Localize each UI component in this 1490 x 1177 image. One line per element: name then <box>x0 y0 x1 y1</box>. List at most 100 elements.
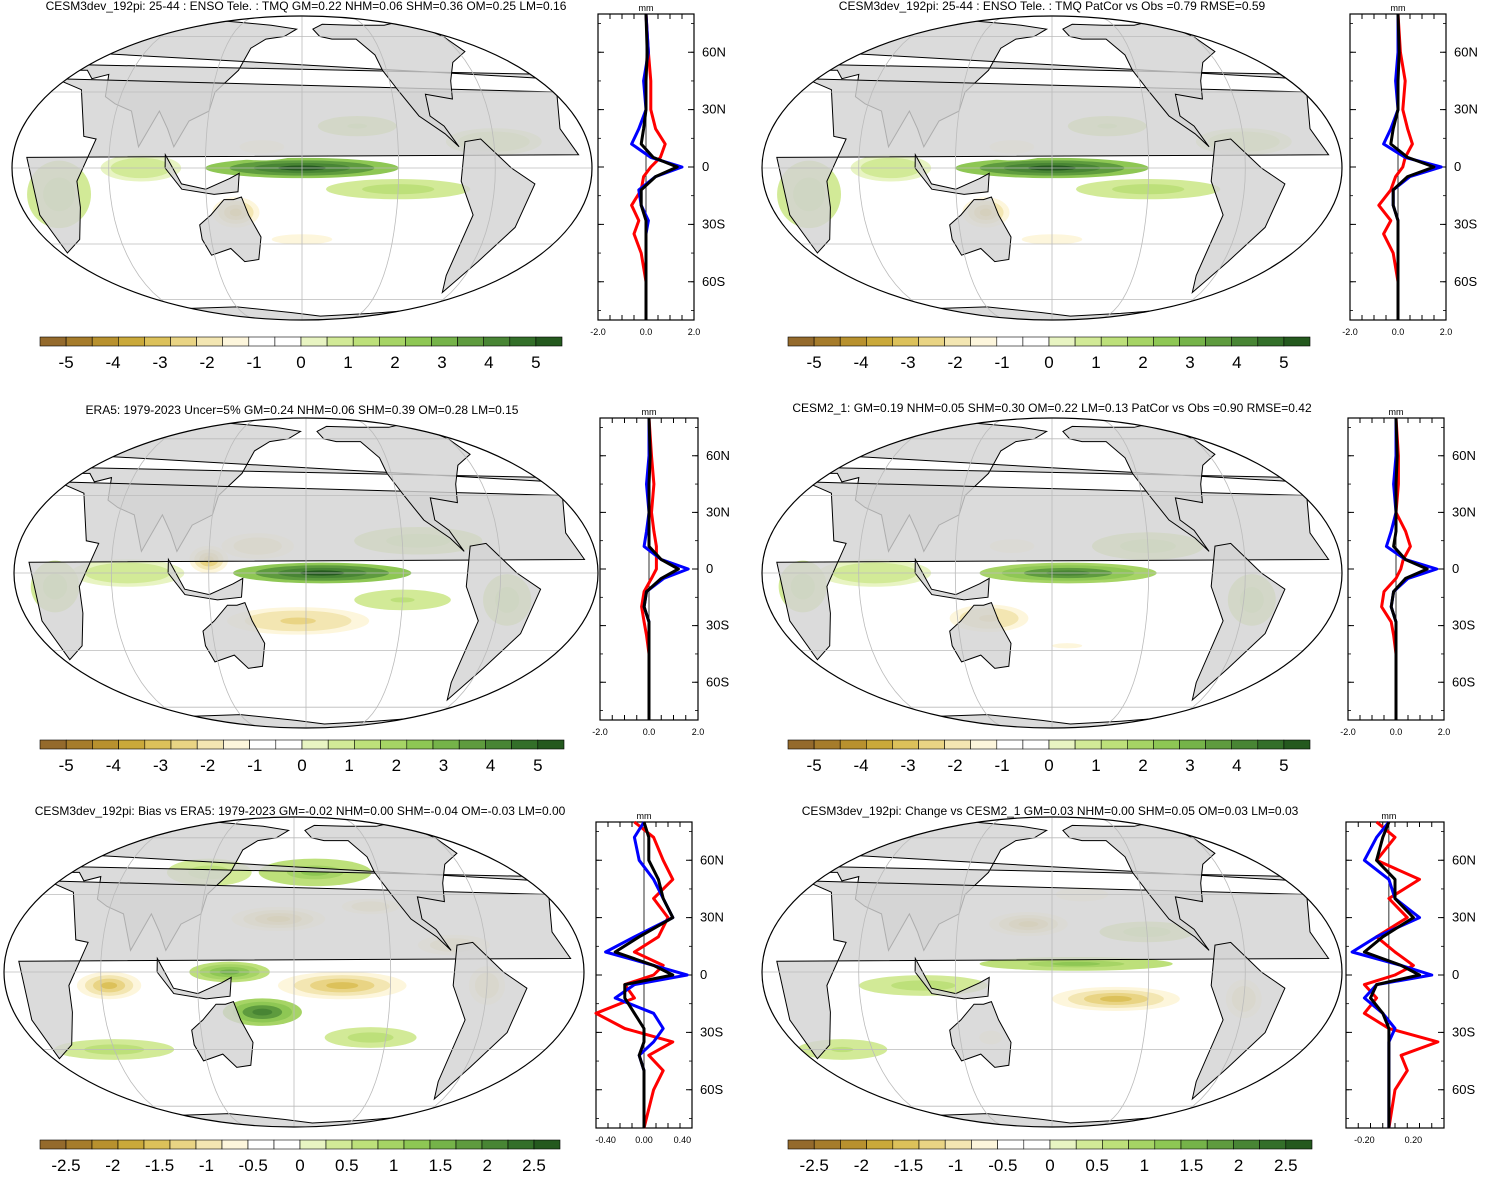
colorbar-swatch <box>918 336 945 347</box>
map <box>14 418 598 728</box>
profile-x-tick-label: 0.0 <box>1390 727 1403 737</box>
colorbar-swatch <box>92 739 119 750</box>
panel-4: CESM2_1: GM=0.19 NHM=0.05 SHM=0.30 OM=0.… <box>761 401 1476 775</box>
profile-series-line-3 <box>613 821 675 1128</box>
colorbar-swatch <box>1257 739 1285 750</box>
colorbar-tick-label: -2 <box>105 1156 120 1175</box>
colorbar-swatch <box>170 336 197 347</box>
colorbar-swatch <box>273 1139 301 1150</box>
colorbar-swatch <box>1048 336 1076 347</box>
colorbar-tick-label: 5 <box>531 353 540 372</box>
colorbar-swatch <box>535 336 563 347</box>
colorbar-tick-label: 5 <box>1279 353 1288 372</box>
colorbar-swatch <box>327 739 355 750</box>
colorbar-swatch <box>1233 1139 1260 1150</box>
colorbar-swatch <box>1048 739 1076 750</box>
colorbar-swatch <box>144 739 172 750</box>
longitude-gridline <box>347 418 404 728</box>
colorbar-tick-label: -1.5 <box>145 1156 174 1175</box>
profile-series-line-1 <box>594 820 675 1129</box>
profile-y-tick-label: 60S <box>706 674 729 689</box>
colorbar-swatch <box>406 739 434 750</box>
profile-y-tick-label: 60N <box>1454 44 1478 59</box>
colorbar-swatch <box>1154 1139 1182 1150</box>
profile-y-tick-label: 0 <box>700 967 707 982</box>
colorbar-swatch <box>1179 336 1206 347</box>
colorbar-swatch <box>457 336 485 347</box>
colorbar-swatch <box>1259 1139 1287 1150</box>
profile-x-tick-label: -2.0 <box>592 727 608 737</box>
colorbar-swatch <box>299 1139 327 1150</box>
land-mass <box>949 196 1012 263</box>
colorbar-tick-label: -0.5 <box>239 1156 268 1175</box>
land-mass <box>914 152 990 195</box>
colorbar-swatch <box>429 1139 457 1150</box>
colorbar-swatch <box>403 1139 431 1150</box>
colorbar-tick-label: -5 <box>59 353 74 372</box>
colorbar-swatch <box>918 1139 946 1150</box>
profile-y-tick-label: 60N <box>706 448 730 463</box>
longitude-gridline <box>1093 418 1150 728</box>
colorbar-swatch <box>118 336 145 347</box>
anomaly-contour <box>280 617 316 625</box>
panel-title: CESM3dev_192pi: 25-44 : ENSO Tele. : TMQ… <box>46 0 567 13</box>
profile-y-tick-label: 30N <box>1454 102 1478 117</box>
colorbar-tick-label: 2 <box>482 1156 491 1175</box>
longitude-gridline <box>1134 817 1246 1127</box>
colorbar-swatch <box>1075 1139 1103 1150</box>
colorbar-swatch <box>533 1139 561 1150</box>
colorbar-swatch <box>1153 336 1180 347</box>
longitude-gridline <box>335 817 392 1127</box>
profile-x-tick-label: -2.0 <box>590 327 606 337</box>
longitude-gridline <box>954 16 1011 320</box>
colorbar-tick-label: -4 <box>854 353 869 372</box>
colorbar-swatch <box>866 1139 894 1150</box>
panel-1: CESM3dev_192pi: 25-44 : ENSO Tele. : TMQ… <box>11 0 726 372</box>
land-mass <box>199 196 262 263</box>
land-mass <box>1191 138 1286 294</box>
map <box>4 817 584 1127</box>
anomaly-contour <box>252 1008 273 1016</box>
colorbar-swatch <box>91 336 119 347</box>
colorbar-tick-label: -4 <box>106 756 121 775</box>
map-border <box>11 15 593 321</box>
colorbar-swatch <box>1283 739 1311 750</box>
colorbar-tick-label: 2 <box>392 756 401 775</box>
colorbar-swatch <box>840 1139 867 1150</box>
colorbar-swatch <box>247 1139 275 1150</box>
colorbar-swatch <box>378 336 406 347</box>
profile-y-tick-label: 60S <box>1454 274 1477 289</box>
colorbar-tick-label: -2 <box>200 756 215 775</box>
profile-y-tick-label: 0 <box>702 159 709 174</box>
profile-y-tick-label: 60S <box>1452 1082 1475 1097</box>
anomaly-contour <box>1052 961 1101 966</box>
land-mass <box>164 152 240 195</box>
colorbar-tick-label: 3 <box>437 353 446 372</box>
colorbar-swatch <box>483 336 511 347</box>
colorbar-tick-label: 0 <box>296 353 305 372</box>
anomaly-contour <box>907 982 940 989</box>
colorbar-swatch <box>432 739 460 750</box>
colorbar-tick-label: -2 <box>854 1156 869 1175</box>
colorbar-swatch <box>1285 1139 1313 1150</box>
colorbar-swatch <box>1023 1139 1051 1150</box>
colorbar-tick-label: -3 <box>153 756 168 775</box>
colorbar-tick-label: 0.5 <box>335 1156 359 1175</box>
colorbar-tick-label: 0 <box>1044 756 1053 775</box>
colorbar-swatch <box>1127 739 1154 750</box>
anomaly-contour <box>101 982 118 989</box>
colorbar-swatch <box>1153 739 1180 750</box>
profile-x-tick-label: -0.40 <box>595 1135 616 1145</box>
longitude-gridline <box>1134 418 1246 728</box>
colorbar-swatch <box>997 1139 1025 1150</box>
colorbar-tick-label: -5 <box>807 756 822 775</box>
profile-y-tick-label: 60S <box>702 274 725 289</box>
anomaly-contour <box>359 1034 383 1041</box>
colorbar-swatch <box>944 739 971 750</box>
profile-x-tick-label: -0.20 <box>1354 1135 1375 1145</box>
colorbar-swatch <box>170 739 198 750</box>
profile-y-tick-label: 30S <box>1454 216 1477 231</box>
zonal-profile: mm -0.20 0.20 60N 30N 0 30S 60S <box>1345 811 1476 1145</box>
colorbar-swatch <box>1283 336 1311 347</box>
